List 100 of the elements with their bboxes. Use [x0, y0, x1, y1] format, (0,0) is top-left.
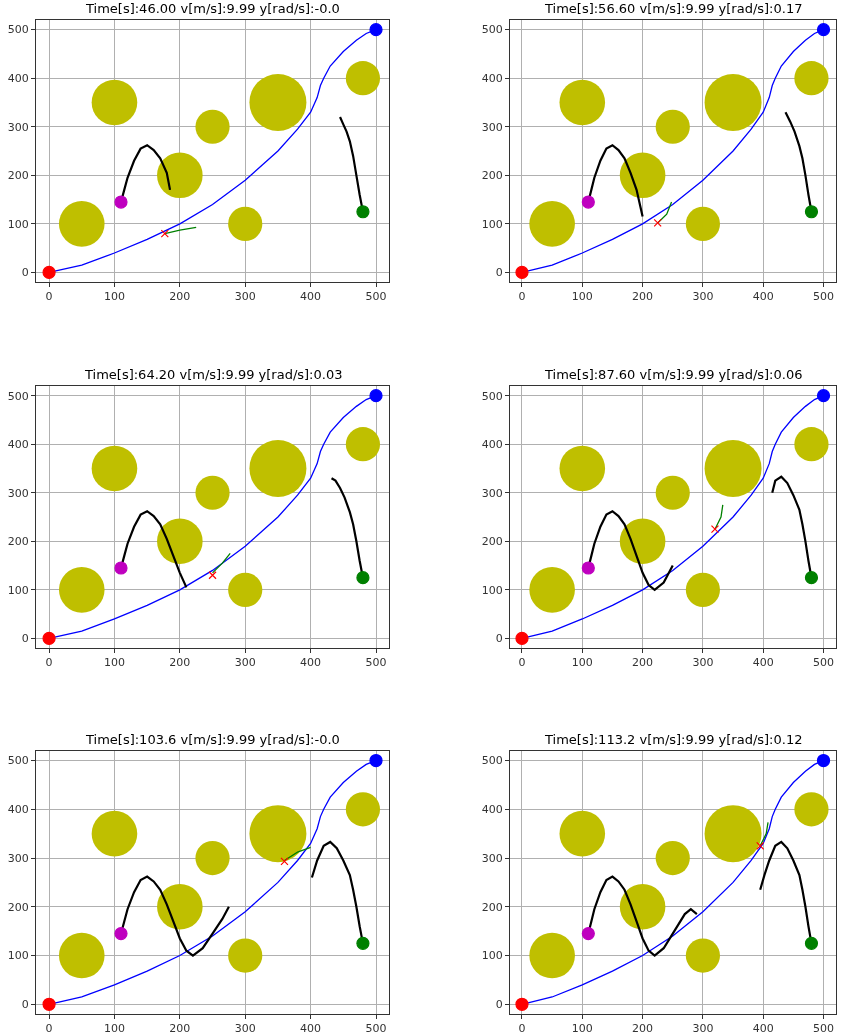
y-tick-label: 400: [7, 72, 29, 86]
x-tick-label: 500: [813, 656, 835, 670]
x-tick-label: 0: [518, 656, 526, 670]
point: [804, 571, 819, 585]
x-tick-label: 300: [692, 1022, 714, 1035]
x-tick-label: 200: [632, 1022, 654, 1035]
x-tick-label: 200: [632, 656, 654, 670]
point: [356, 571, 370, 585]
y-tick-label: 100: [481, 217, 503, 231]
x-tick-label: 0: [518, 290, 526, 304]
x-tick-label: 200: [632, 290, 654, 304]
y-tick-label: 400: [7, 803, 29, 817]
y-tick-label: 400: [481, 438, 503, 452]
y-tick-label: 300: [481, 120, 503, 134]
point: [816, 23, 831, 37]
y-tick-label: 500: [481, 23, 503, 37]
x-tick-label: 100: [103, 290, 125, 304]
x-tick-label: 400: [752, 290, 774, 304]
point: [369, 23, 383, 37]
point: [581, 561, 595, 575]
point: [756, 841, 765, 850]
x-tick-label: 0: [45, 1022, 53, 1035]
y-tick-label: 0: [21, 266, 29, 280]
point: [356, 936, 370, 950]
y-tick-label: 0: [495, 266, 503, 280]
x-tick-label: 400: [752, 656, 774, 670]
point: [208, 571, 217, 580]
x-tick-label: 200: [169, 1022, 191, 1035]
y-tick-label: 500: [7, 23, 29, 37]
y-tick-label: 300: [481, 486, 503, 500]
y-tick-label: 300: [7, 851, 29, 865]
y-tick-label: 500: [7, 754, 29, 768]
x-tick-label: 500: [365, 1022, 387, 1035]
point: [114, 561, 128, 575]
x-tick-label: 400: [752, 1022, 774, 1035]
x-tick-label: 100: [103, 656, 125, 670]
chart-title: Time[s]:103.6 v[m/s]:9.99 y[rad/s]:-0.0: [85, 732, 340, 747]
point: [114, 927, 128, 941]
y-tick-label: 500: [481, 754, 503, 768]
point: [160, 229, 169, 238]
y-tick-label: 100: [481, 583, 503, 597]
x-tick-label: 500: [813, 290, 835, 304]
y-tick-label: 300: [481, 851, 503, 865]
x-tick-label: 500: [813, 1022, 835, 1035]
point: [369, 753, 383, 768]
point: [581, 195, 595, 209]
point: [280, 857, 289, 866]
chart-title: Time[s]:46.00 v[m/s]:9.99 y[rad/s]:-0.0: [85, 1, 340, 16]
x-tick-label: 500: [365, 290, 387, 304]
chart-title: Time[s]:64.20 v[m/s]:9.99 y[rad/s]:0.03: [84, 367, 343, 382]
point: [653, 218, 662, 228]
y-tick-label: 300: [7, 486, 29, 500]
x-tick-label: 400: [300, 656, 322, 670]
y-tick-label: 0: [21, 632, 29, 646]
y-tick-label: 100: [7, 217, 29, 231]
y-tick-label: 100: [7, 583, 29, 597]
x-tick-label: 0: [45, 290, 53, 304]
y-tick-label: 0: [495, 998, 503, 1012]
y-tick-label: 200: [7, 900, 29, 914]
y-tick-label: 400: [7, 438, 29, 452]
x-tick-label: 400: [300, 290, 322, 304]
y-tick-label: 0: [495, 632, 503, 646]
y-tick-label: 200: [7, 169, 29, 183]
point: [804, 205, 819, 219]
x-tick-label: 200: [169, 656, 191, 670]
x-tick-label: 0: [518, 1022, 526, 1035]
point: [710, 525, 720, 534]
x-tick-label: 500: [365, 656, 387, 670]
y-tick-label: 200: [481, 535, 503, 549]
y-tick-label: 100: [7, 949, 29, 963]
point: [804, 936, 819, 950]
point: [816, 389, 831, 403]
chart-title: Time[s]:113.2 v[m/s]:9.99 y[rad/s]:0.12: [544, 732, 803, 747]
y-tick-label: 400: [481, 803, 503, 817]
x-tick-label: 300: [234, 1022, 256, 1035]
point: [581, 927, 595, 941]
x-tick-label: 300: [234, 656, 256, 670]
y-tick-label: 100: [481, 949, 503, 963]
x-tick-label: 100: [571, 1022, 593, 1035]
chart-title: Time[s]:87.60 v[m/s]:9.99 y[rad/s]:0.06: [544, 367, 803, 382]
point: [356, 205, 370, 219]
x-tick-label: 300: [692, 656, 714, 670]
point: [114, 195, 128, 209]
point: [816, 753, 831, 768]
y-tick-label: 200: [7, 535, 29, 549]
y-tick-label: 400: [481, 72, 503, 86]
y-tick-label: 200: [481, 169, 503, 183]
x-tick-label: 100: [571, 290, 593, 304]
x-tick-label: 0: [45, 656, 53, 670]
x-tick-label: 400: [300, 1022, 322, 1035]
y-tick-label: 300: [7, 120, 29, 134]
y-tick-label: 200: [481, 900, 503, 914]
x-tick-label: 300: [234, 290, 256, 304]
x-tick-label: 100: [571, 656, 593, 670]
x-tick-label: 200: [169, 290, 191, 304]
x-tick-label: 100: [103, 1022, 125, 1035]
x-tick-label: 300: [692, 290, 714, 304]
y-tick-label: 500: [7, 389, 29, 403]
chart-title: Time[s]:56.60 v[m/s]:9.99 y[rad/s]:0.17: [544, 1, 803, 16]
y-tick-label: 500: [481, 389, 503, 403]
